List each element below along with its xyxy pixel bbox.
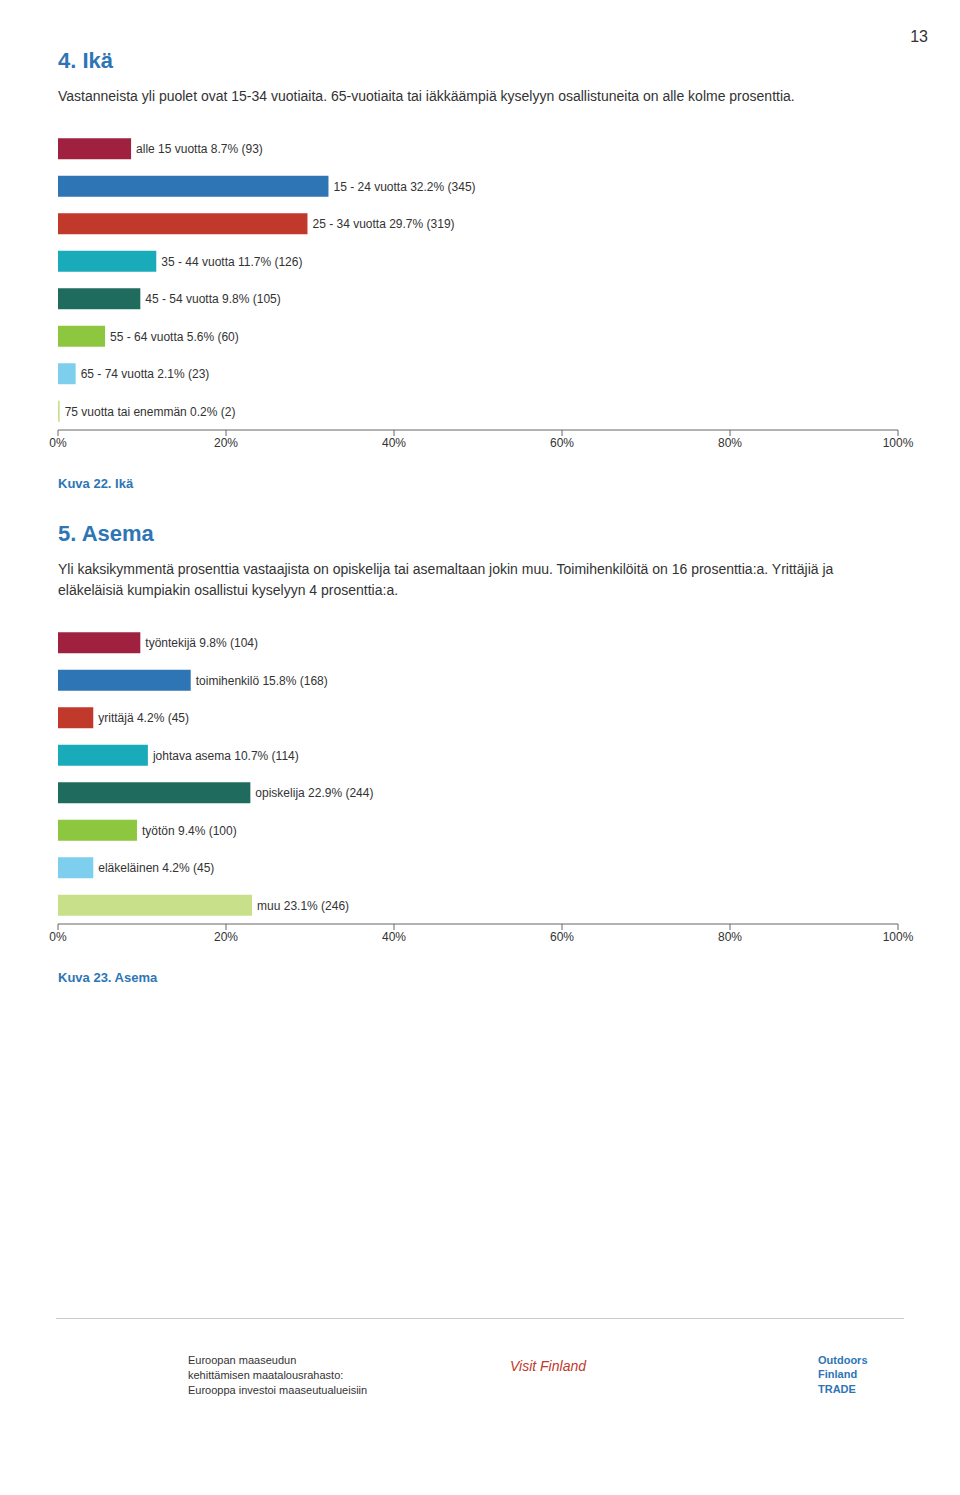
html-text:Kuva 23. Asema: Kuva 23. Asema [58, 969, 158, 985]
svg-text:opiskelija 22.9% (244): opiskelija 22.9% (244) [255, 786, 373, 800]
svg-text:yrittäjä 4.2% (45): yrittäjä 4.2% (45) [98, 711, 189, 725]
svg-text:0%: 0% [49, 929, 67, 943]
svg-text:muu 23.1% (246): muu 23.1% (246) [257, 898, 349, 912]
svg-text:80%: 80% [718, 436, 742, 450]
html-text:13: 13 [910, 28, 928, 45]
html-text:Visit Finland: Visit Finland [510, 1358, 586, 1374]
svg-text:40%: 40% [382, 436, 406, 450]
svg-text:johtava asema 10.7% (114): johtava asema 10.7% (114) [152, 748, 299, 762]
svg-text:20%: 20% [214, 436, 238, 450]
html-text:Vastanneista yli puolet ovat 1: Vastanneista yli puolet ovat 15-34 vuoti… [58, 88, 795, 104]
svg-text:45 - 54 vuotta 9.8% (105): 45 - 54 vuotta 9.8% (105) [145, 292, 280, 306]
svg-text:75 vuotta tai enemmän 0.2% (2): 75 vuotta tai enemmän 0.2% (2) [65, 405, 236, 419]
svg-text:toimihenkilö 15.8% (168): toimihenkilö 15.8% (168) [196, 673, 328, 687]
svg-text:eläkeläinen 4.2% (45): eläkeläinen 4.2% (45) [98, 861, 214, 875]
svg-text:100%: 100% [883, 436, 914, 450]
svg-text:65 - 74 vuotta 2.1% (23): 65 - 74 vuotta 2.1% (23) [81, 367, 210, 381]
html-text:4. Ikä: 4. Ikä [58, 48, 113, 73]
svg-text:80%: 80% [718, 929, 742, 943]
svg-text:40%: 40% [382, 929, 406, 943]
svg-text:100%: 100% [883, 929, 914, 943]
svg-text:60%: 60% [550, 436, 574, 450]
svg-text:35 - 44 vuotta 11.7% (126): 35 - 44 vuotta 11.7% (126) [161, 255, 302, 269]
svg-text:työtön 9.4% (100): työtön 9.4% (100) [142, 823, 237, 837]
svg-text:55 - 64 vuotta 5.6% (60): 55 - 64 vuotta 5.6% (60) [110, 330, 239, 344]
html-text:Outdoors Finland TRADE: Outdoors Finland TRADE [818, 1354, 868, 1395]
html-text:Euroopan maaseudun kehittämise: Euroopan maaseudun kehittämisen maatalou… [188, 1354, 368, 1396]
svg-text:20%: 20% [214, 929, 238, 943]
html-text:Yli kaksikymmentä prosenttia v: Yli kaksikymmentä prosenttia vastaajista… [58, 561, 834, 598]
html-text:Kuva 22. Ikä: Kuva 22. Ikä [58, 476, 134, 492]
html-text:5. Asema: 5. Asema [58, 521, 154, 547]
svg-text:25 - 34 vuotta 29.7% (319): 25 - 34 vuotta 29.7% (319) [312, 217, 454, 231]
svg-text:60%: 60% [550, 929, 574, 943]
svg-text:0%: 0% [49, 436, 67, 450]
svg-text:15 - 24 vuotta 32.2% (345): 15 - 24 vuotta 32.2% (345) [333, 180, 475, 194]
svg-text:alle 15 vuotta 8.7% (93): alle 15 vuotta 8.7% (93) [136, 142, 263, 156]
svg-text:työntekijä 9.8% (104): työntekijä 9.8% (104) [145, 636, 258, 650]
